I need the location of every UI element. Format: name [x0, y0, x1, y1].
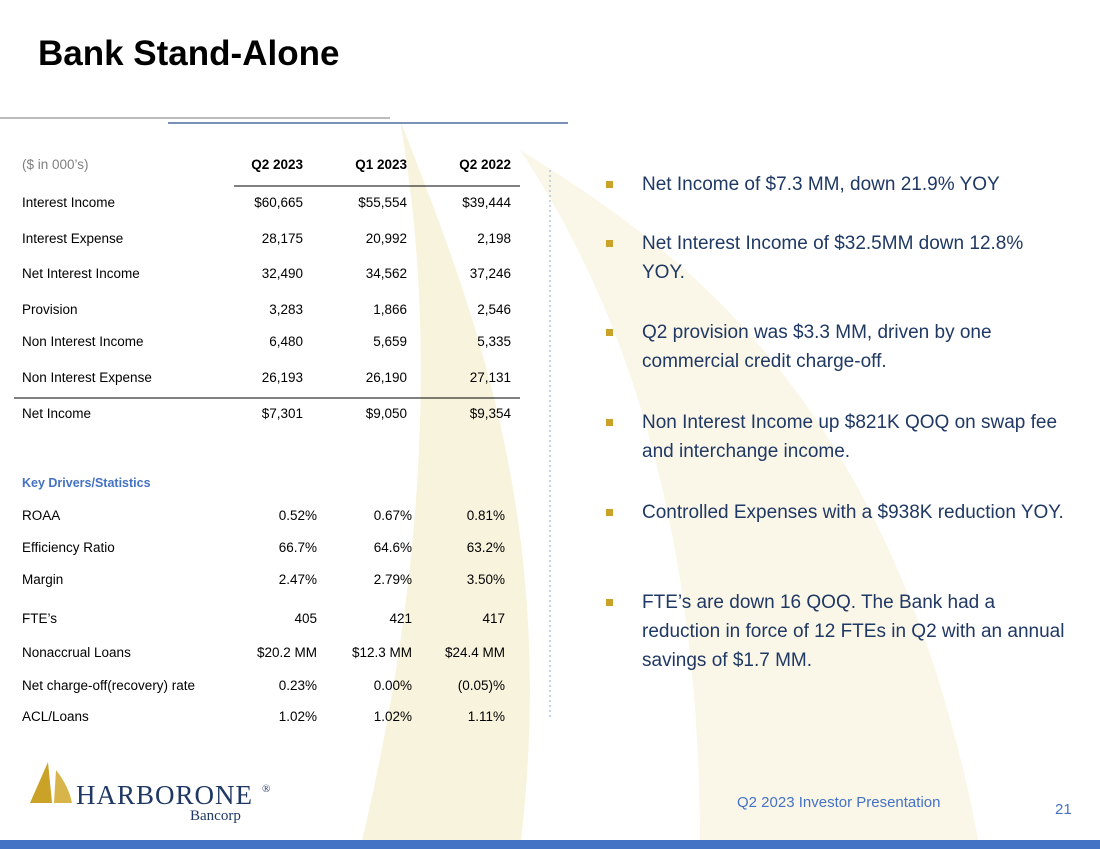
- table-cell: 2,546: [477, 302, 511, 317]
- table-unit: ($ in 000’s): [22, 157, 89, 172]
- bullet-marker: [606, 599, 613, 606]
- table-cell: 26,190: [365, 370, 407, 385]
- table-cell: 0.23%: [278, 678, 317, 693]
- table-cell: 2,198: [477, 231, 511, 246]
- table-cell: 66.7%: [278, 540, 317, 555]
- table-cell: 6,480: [269, 334, 303, 349]
- table-cell: 1,866: [373, 302, 407, 317]
- table-cell: 28,175: [261, 231, 303, 246]
- bullet-marker: [606, 240, 613, 247]
- row-label: Provision: [22, 302, 78, 317]
- sail-shape: [360, 120, 530, 849]
- table-cell: 0.81%: [466, 508, 505, 523]
- logo-icon: [54, 770, 72, 803]
- bullet-text: Controlled Expenses with a $938K reducti…: [642, 502, 1064, 523]
- bullet-marker: [606, 509, 613, 516]
- bullet-text: Non Interest Income up $821K QOQ on swap…: [642, 412, 1058, 462]
- bullet-marker: [606, 419, 613, 426]
- table-cell: 1.02%: [373, 709, 412, 724]
- table-cell: $55,554: [358, 195, 407, 210]
- row-label: Non Interest Income: [22, 334, 144, 349]
- table-cell: 405: [294, 611, 317, 626]
- logo-sub: Bancorp: [190, 808, 241, 824]
- table-cell: 63.2%: [466, 540, 505, 555]
- footer-caption: Q2 2023 Investor Presentation: [737, 794, 941, 811]
- table-cell: 0.67%: [373, 508, 412, 523]
- logo-name: HARBORONE: [76, 780, 254, 810]
- row-label: Net Income: [22, 406, 92, 421]
- table-cell: 3.50%: [466, 572, 505, 587]
- table-cell: $7,301: [261, 406, 303, 421]
- bullet-marker: [606, 329, 613, 336]
- bullet-text: FTE’s are down 16 QOQ. The Bank had a re…: [642, 592, 1065, 671]
- footer-bar: [0, 840, 1100, 849]
- row-label: Interest Income: [22, 195, 116, 210]
- bullet-text: Q2 provision was $3.3 MM, driven by one …: [642, 322, 992, 372]
- title: Bank Stand-Alone: [38, 34, 340, 73]
- table-cell: 5,659: [373, 334, 407, 349]
- table-cell: 20,992: [365, 231, 407, 246]
- table-cell: 2.47%: [278, 572, 317, 587]
- bullet-text: Net Income of $7.3 MM, down 21.9% YOY: [642, 174, 1000, 195]
- table-cell: $20.2 MM: [256, 645, 317, 660]
- bullet-marker: [606, 181, 613, 188]
- table-cell: 3,283: [269, 302, 303, 317]
- row-label: Net Interest Income: [22, 266, 140, 281]
- table-cell: 26,193: [261, 370, 303, 385]
- table-cell: 37,246: [469, 266, 511, 281]
- table-cell: 0.52%: [278, 508, 317, 523]
- table-cell: 32,490: [261, 266, 303, 281]
- table-cell: 417: [482, 611, 505, 626]
- table-cell: $24.4 MM: [444, 645, 505, 660]
- column-header: Q1 2023: [355, 157, 407, 172]
- row-label: Nonaccrual Loans: [22, 645, 131, 660]
- table-cell: $9,050: [365, 406, 407, 421]
- row-label: Net charge-off(recovery) rate: [22, 678, 196, 693]
- table-cell: $12.3 MM: [351, 645, 412, 660]
- table-cell: $9,354: [469, 406, 511, 421]
- row-label: Efficiency Ratio: [22, 540, 115, 555]
- page-number: 21: [1055, 801, 1072, 818]
- table-cell: $39,444: [462, 195, 511, 210]
- table-cell: 421: [389, 611, 412, 626]
- column-header: Q2 2023: [251, 157, 303, 172]
- logo-mark: ®: [262, 783, 271, 795]
- table-cell: 27,131: [469, 370, 511, 385]
- table-cell: 1.02%: [278, 709, 317, 724]
- row-label: FTE’s: [22, 611, 58, 626]
- table-cell: (0.05)%: [457, 678, 505, 693]
- bullet-text: Net Interest Income of $32.5MM down 12.8…: [642, 233, 1024, 283]
- table-cell: $60,665: [254, 195, 303, 210]
- row-label: Non Interest Expense: [22, 370, 152, 385]
- row-label: ROAA: [22, 508, 61, 523]
- row-label: ACL/Loans: [22, 709, 89, 724]
- row-label: Margin: [22, 572, 64, 587]
- table-cell: 34,562: [365, 266, 407, 281]
- table-cell: 5,335: [477, 334, 511, 349]
- table-cell: 64.6%: [373, 540, 412, 555]
- row-label: Interest Expense: [22, 231, 124, 246]
- logo-icon: [30, 762, 52, 803]
- table-cell: 2.79%: [373, 572, 412, 587]
- column-header: Q2 2022: [459, 157, 511, 172]
- table-cell: 0.00%: [373, 678, 412, 693]
- sail-shape: [520, 150, 980, 849]
- section-title: Key Drivers/Statistics: [22, 476, 151, 490]
- table-cell: 1.11%: [467, 709, 505, 724]
